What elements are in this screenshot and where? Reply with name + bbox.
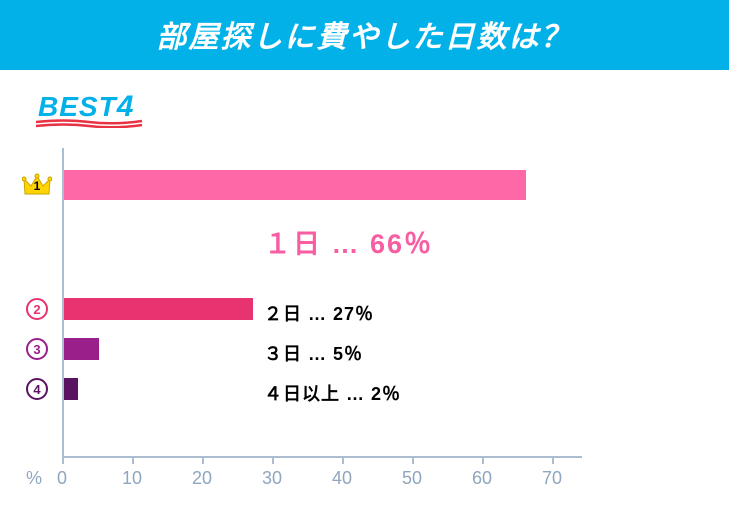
best-heading: BEST4 [38,90,134,124]
axis-tick-label: 0 [42,468,82,489]
axis-tick [62,456,64,464]
rank-3-badge: 3 [26,338,48,360]
pct-symbol: % [26,468,42,489]
axis-tick-label: 70 [532,468,572,489]
bar-1 [64,170,526,200]
bar-3-label: ３日 … 5％ [264,340,363,366]
axis-tick [482,456,484,464]
axis-tick-label: 30 [252,468,292,489]
axis-tick-label: 20 [182,468,222,489]
bar-1-label: １日 … 66％ [264,222,433,261]
rank-2-badge: 2 [26,298,48,320]
axis-tick-label: 10 [112,468,152,489]
axis-tick-label: 50 [392,468,432,489]
rank-1-number: 1 [34,179,41,193]
axis-tick-label: 40 [322,468,362,489]
crown-icon: 1 [22,172,52,198]
page-title: 部屋探しに費やした日数は？ [0,0,729,70]
rank-4-badge: 4 [26,378,48,400]
axis-tick [342,456,344,464]
bar-2-label: ２日 … 27％ [264,300,374,326]
bar-4-label: ４日以上 … 2％ [264,380,401,406]
bar-chart: % 010203040506070 1 １日 … 66％ 2 ２日 … 27％ … [22,148,612,498]
best-underline [34,118,138,126]
x-axis [62,456,582,458]
bar-2 [64,298,253,320]
axis-tick [412,456,414,464]
axis-tick [202,456,204,464]
bar-row-1: 1 [22,172,612,198]
axis-tick [132,456,134,464]
bar-3 [64,338,99,360]
axis-tick [552,456,554,464]
bar-4 [64,378,78,400]
axis-tick [272,456,274,464]
axis-tick-label: 60 [462,468,502,489]
